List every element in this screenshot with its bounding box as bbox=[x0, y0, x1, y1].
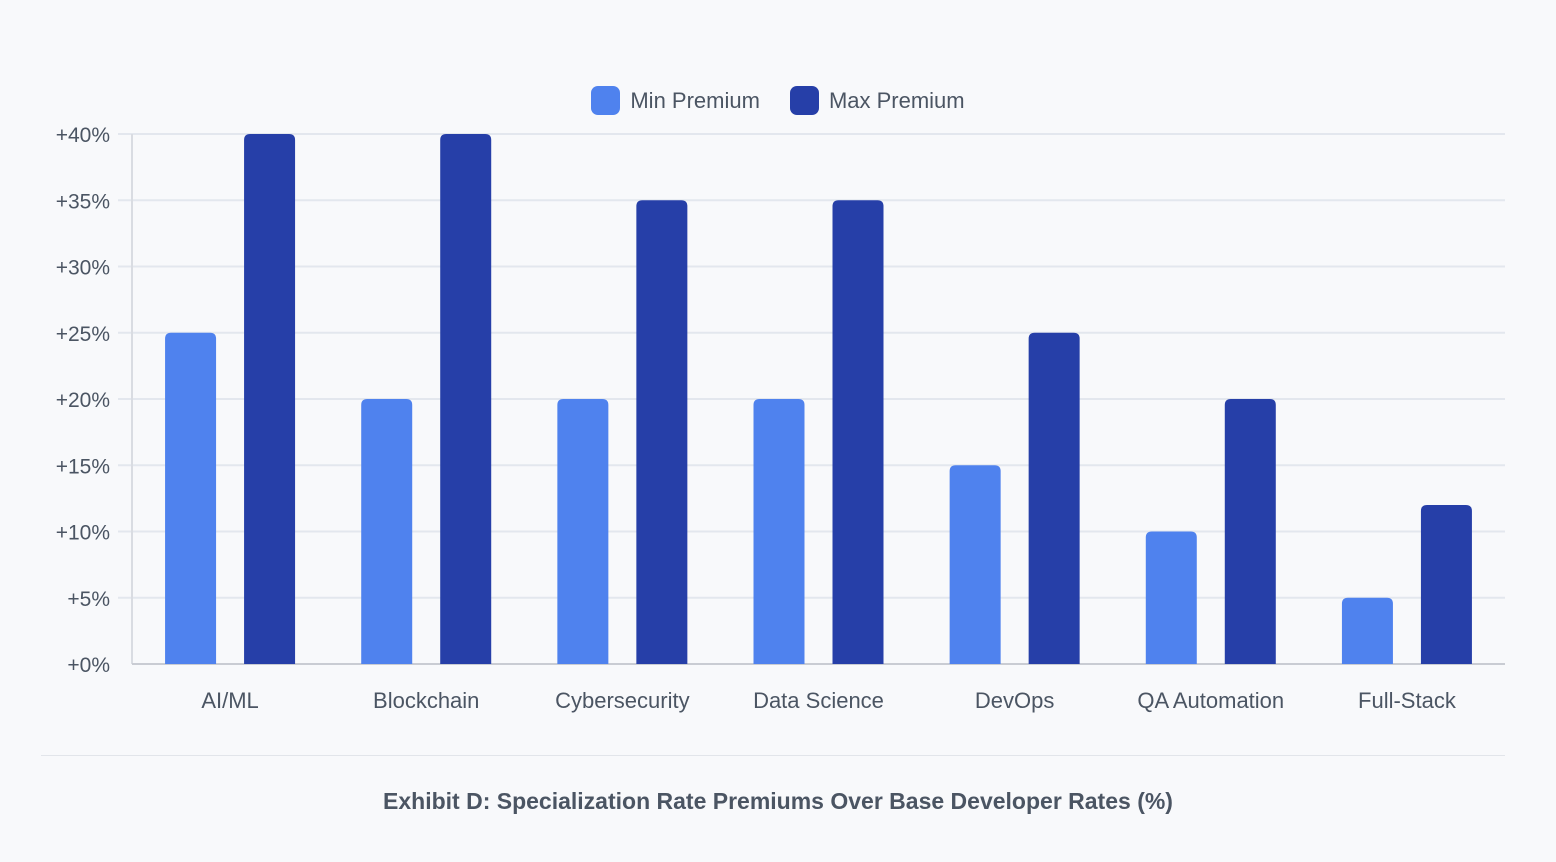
bar-max bbox=[1224, 399, 1276, 664]
chart-caption: Exhibit D: Specialization Rate Premiums … bbox=[383, 788, 1173, 814]
bar-max bbox=[636, 200, 688, 664]
bar-max bbox=[244, 134, 296, 664]
bar-max bbox=[1420, 505, 1472, 664]
bar-min bbox=[949, 465, 1001, 664]
bar-min bbox=[1145, 531, 1197, 664]
y-tick-label: +5% bbox=[67, 588, 110, 611]
y-tick-label: +0% bbox=[67, 654, 110, 677]
bar-max bbox=[832, 200, 884, 664]
bar-min bbox=[361, 399, 413, 664]
legend-item-max[interactable]: Max Premium bbox=[789, 86, 965, 115]
x-tick-label: Data Science bbox=[753, 688, 884, 713]
y-tick-label: +10% bbox=[56, 522, 110, 545]
bar-min bbox=[753, 399, 805, 664]
x-tick-label: DevOps bbox=[975, 688, 1054, 713]
legend-swatch-max bbox=[789, 86, 819, 115]
x-tick-label: Cybersecurity bbox=[555, 688, 689, 713]
divider bbox=[41, 755, 1505, 756]
legend: Min Premium Max Premium bbox=[0, 86, 1556, 115]
bar-max bbox=[1028, 332, 1080, 664]
legend-label-min: Min Premium bbox=[630, 87, 760, 113]
y-tick-label: +40% bbox=[56, 124, 110, 147]
y-tick-label: +15% bbox=[56, 455, 110, 478]
y-tick-label: +35% bbox=[56, 190, 110, 213]
bar-min bbox=[165, 332, 217, 664]
legend-item-min[interactable]: Min Premium bbox=[591, 86, 760, 115]
bar-min bbox=[557, 399, 609, 664]
x-tick-label: Blockchain bbox=[373, 688, 479, 713]
x-tick-label: AI/ML bbox=[201, 688, 258, 713]
x-tick-label: QA Automation bbox=[1137, 688, 1284, 713]
legend-swatch-min bbox=[591, 86, 621, 115]
y-tick-label: +30% bbox=[56, 257, 110, 280]
legend-label-max: Max Premium bbox=[828, 87, 965, 113]
bar-max bbox=[440, 134, 492, 664]
y-tick-label: +25% bbox=[56, 323, 110, 346]
y-tick-label: +20% bbox=[56, 389, 110, 412]
x-tick-label: Full-Stack bbox=[1358, 688, 1457, 713]
bar-min bbox=[1341, 597, 1393, 664]
